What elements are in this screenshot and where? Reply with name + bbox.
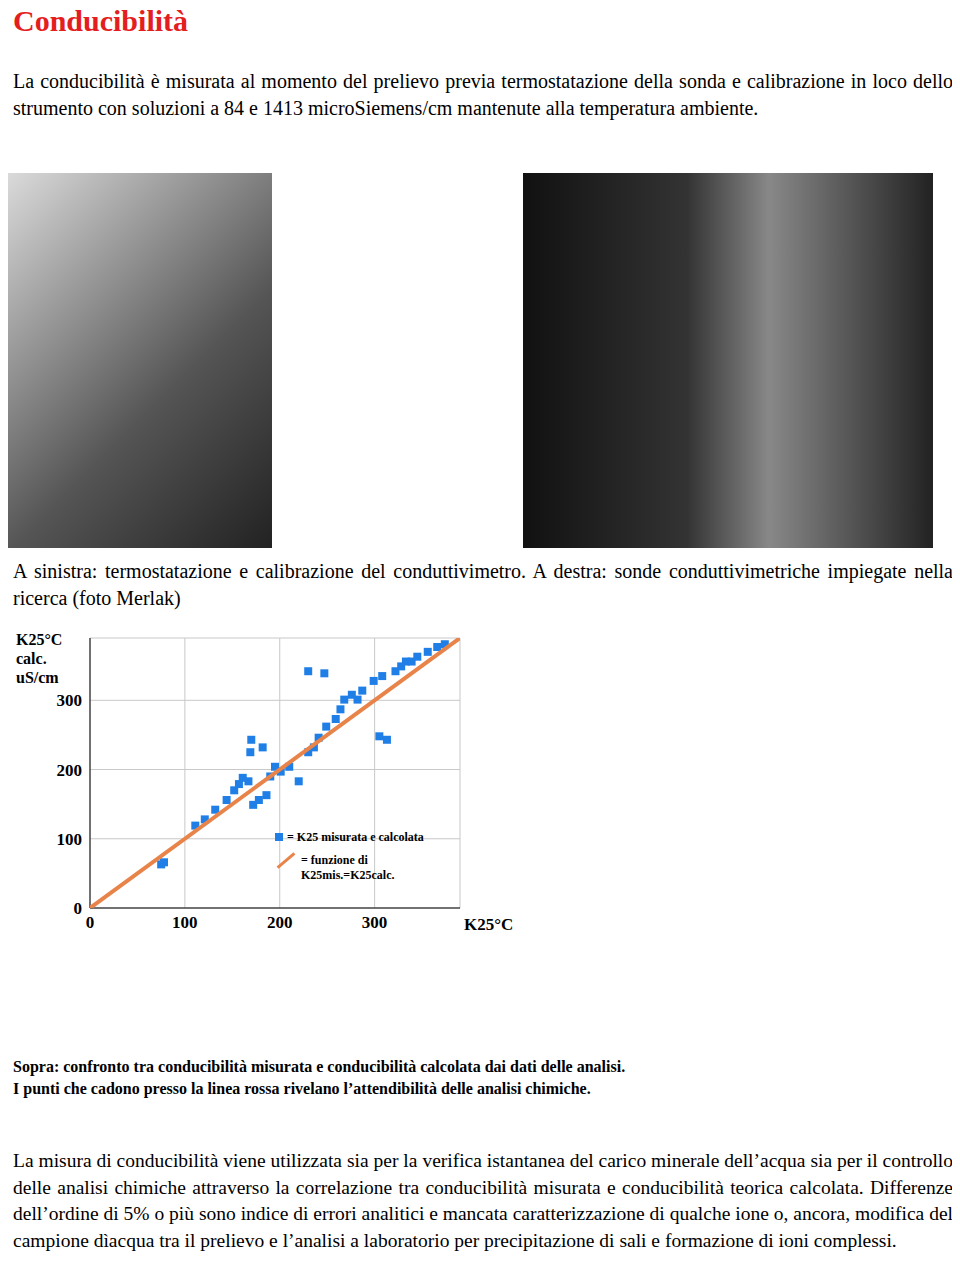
html-text:Sopra: confronto tra conducibi: Sopra: confronto tra conducibilità misur… — [13, 1058, 626, 1075]
html-text:La conducibilità è misurata al: La conducibilità è misurata al momento d… — [13, 70, 953, 119]
html-text:La misura di conducibilità vie: La misura di conducibilità viene utilizz… — [13, 1150, 953, 1251]
html-text:= K25 misurata e calcolata: = K25 misurata e calcolata — [287, 830, 424, 844]
html-text:calc.: calc. — [16, 650, 47, 667]
html-text:I punti che cadono presso la l: I punti che cadono presso la linea rossa… — [13, 1080, 591, 1097]
html-text:A sinistra: termostatazione e: A sinistra: termostatazione e calibrazio… — [13, 560, 953, 609]
svg-text:300: 300 — [362, 913, 388, 932]
svg-text:300: 300 — [57, 691, 83, 710]
svg-text:100: 100 — [57, 830, 83, 849]
html-text:K25°C: K25°C — [464, 915, 514, 934]
svg-text:200: 200 — [267, 913, 293, 932]
svg-text:100: 100 — [172, 913, 198, 932]
html-text:K25°C: K25°C — [16, 631, 63, 648]
html-text:= funzione di K25mis.=K25calc.: = funzione di K25mis.=K25calc. — [301, 853, 395, 882]
svg-text:0: 0 — [74, 899, 83, 918]
svg-text:200: 200 — [57, 761, 83, 780]
svg-text:0: 0 — [86, 913, 95, 932]
html-text:uS/cm: uS/cm — [16, 669, 59, 686]
